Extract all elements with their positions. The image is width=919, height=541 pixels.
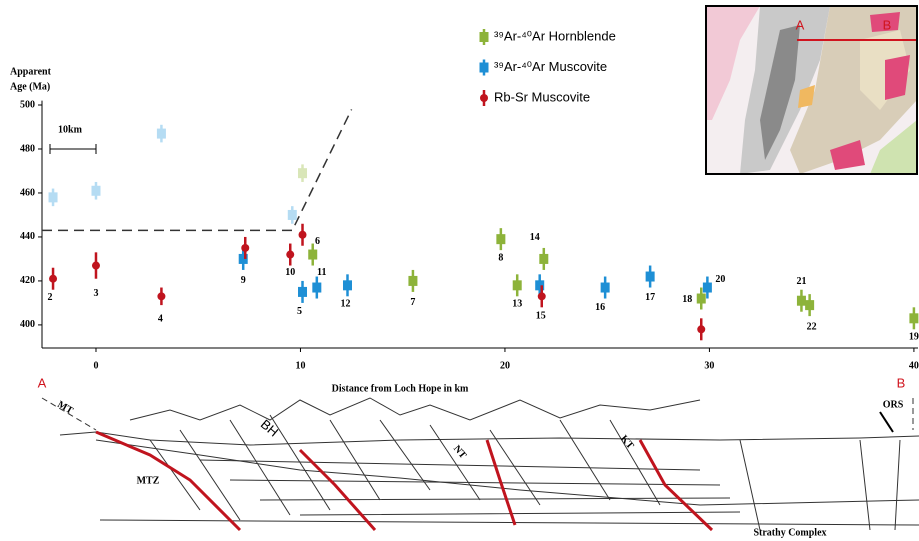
point [909, 313, 919, 324]
section-label: ORS [883, 399, 904, 410]
y-tick-label: 480 [20, 143, 35, 154]
point [48, 192, 58, 203]
point [408, 275, 418, 286]
y-axis-title: Apparent [10, 66, 52, 77]
point [298, 286, 308, 297]
point [91, 261, 100, 270]
x-tick-label: 10 [295, 360, 305, 371]
x-tick-label: 40 [909, 360, 919, 371]
x-tick-label: 30 [704, 360, 714, 371]
point [308, 249, 318, 260]
point-label: 12 [340, 299, 350, 310]
legend-icon [480, 94, 488, 102]
point [696, 293, 706, 304]
y-tick-label: 460 [20, 187, 35, 198]
point-label: 22 [807, 321, 817, 332]
point [512, 280, 522, 291]
point-label: 21 [796, 276, 806, 287]
x-axis-title: Distance from Loch Hope in km [332, 383, 469, 394]
point-label: 6 [315, 236, 320, 247]
scale-bar-label: 10km [58, 124, 83, 135]
point [91, 185, 101, 196]
point-label: 11 [317, 267, 326, 278]
point-label: 20 [715, 274, 725, 285]
point [286, 250, 295, 259]
map-label: A [796, 17, 805, 32]
point [805, 300, 815, 311]
point [600, 282, 610, 293]
point [49, 274, 58, 283]
point-label: 7 [410, 297, 415, 308]
point [287, 209, 297, 220]
section-end: B [897, 375, 906, 390]
point [298, 230, 307, 239]
point-label: 8 [498, 252, 503, 263]
point [312, 282, 322, 293]
point-label: 17 [645, 292, 655, 303]
section-label: Strathy Complex [753, 527, 826, 538]
point [535, 280, 545, 291]
cross-section: MT BH NT KT MTZ ORS Strathy Complex [41, 397, 919, 538]
scale-bar [49, 144, 97, 154]
point-label: 10 [285, 267, 295, 278]
legend-icon [479, 62, 489, 73]
y-axis-title: Age (Ma) [10, 81, 50, 92]
point-label: 14 [530, 232, 540, 243]
section-label: MT [55, 399, 75, 417]
point [156, 128, 166, 139]
point [539, 253, 549, 264]
point [496, 234, 506, 245]
point-label: 3 [93, 288, 98, 299]
point-label: 2 [48, 292, 53, 303]
section-end: A [38, 375, 47, 390]
point-label: 4 [158, 314, 163, 325]
point [241, 243, 250, 252]
legend-label: ³⁹Ar-⁴⁰Ar Muscovite [494, 59, 607, 74]
point-label: 16 [595, 302, 605, 313]
point [796, 295, 806, 306]
section-label: BH [258, 416, 281, 439]
legend-icon [479, 32, 489, 42]
y-tick-label: 500 [20, 99, 35, 110]
section-label: KT [618, 433, 636, 451]
point [238, 253, 248, 264]
inset-map: A B [705, 5, 918, 175]
y-tick-label: 440 [20, 231, 35, 242]
point [645, 271, 655, 282]
point-label: 15 [536, 311, 546, 322]
point [697, 325, 706, 334]
x-tick-label: 20 [500, 360, 510, 371]
y-tick-label: 420 [20, 275, 35, 286]
x-tick-label: 0 [93, 360, 98, 371]
map-label: B [883, 17, 892, 32]
point-label: 9 [241, 275, 246, 286]
point-label: 5 [297, 306, 302, 317]
boundary-line [42, 109, 353, 232]
point-label: 19 [909, 332, 919, 343]
point [342, 280, 352, 291]
legend-label: Rb-Sr Muscovite [494, 89, 590, 104]
y-tick-label: 400 [20, 319, 35, 330]
legend-label: ³⁹Ar-⁴⁰Ar Hornblende [494, 28, 616, 43]
point [537, 292, 546, 301]
point [298, 168, 308, 179]
section-label: MTZ [137, 475, 160, 486]
point-label: 13 [512, 299, 522, 310]
section-label: NT [451, 443, 469, 461]
point [702, 282, 712, 293]
point [157, 292, 166, 301]
point-label: 18 [682, 294, 692, 305]
